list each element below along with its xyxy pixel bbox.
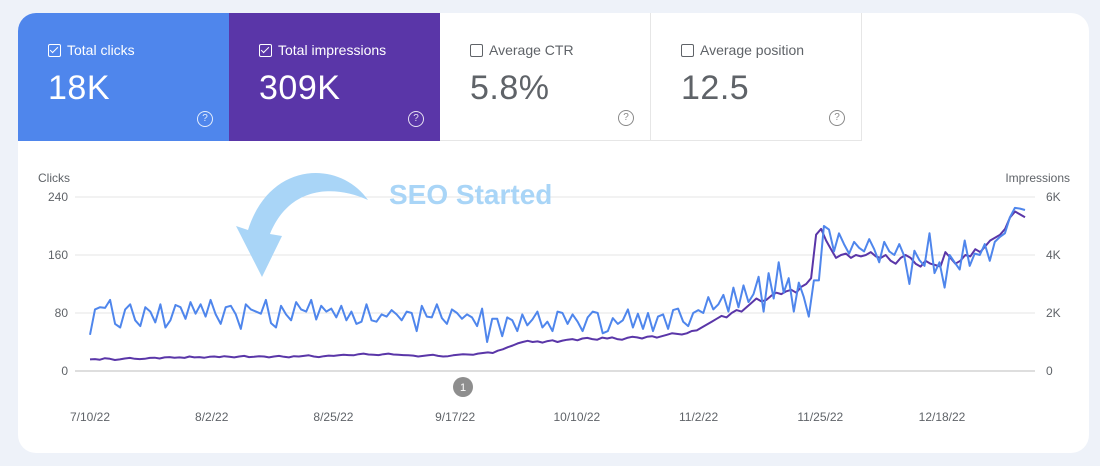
help-icon[interactable]: ? [829, 110, 845, 126]
metric-value: 309K [259, 69, 341, 107]
x-tick-label: 7/10/22 [70, 410, 110, 424]
metric-label: Average CTR [489, 42, 574, 58]
metric-tabs: Total clicks 18K ? Total impressions 309… [18, 13, 862, 141]
x-tick-label: 8/2/22 [195, 410, 229, 424]
left-tick-label: 80 [55, 306, 69, 320]
annotation-marker-label: 1 [460, 382, 466, 394]
metric-value: 12.5 [681, 69, 750, 107]
right-tick-label: 6K [1046, 190, 1061, 204]
right-tick-label: 0 [1046, 364, 1053, 378]
right-axis-title: Impressions [1005, 171, 1070, 185]
right-tick-label: 4K [1046, 248, 1061, 262]
x-tick-label: 10/10/22 [553, 410, 600, 424]
metric-value: 18K [48, 69, 110, 107]
left-axis-title: Clicks [38, 171, 70, 185]
help-icon[interactable]: ? [408, 111, 424, 127]
metric-average-position[interactable]: Average position 12.5 ? [651, 13, 862, 141]
help-icon[interactable]: ? [197, 111, 213, 127]
metric-value: 5.8% [470, 69, 550, 107]
series-line-clicks [89, 206, 1026, 343]
metric-total-clicks[interactable]: Total clicks 18K ? [18, 13, 229, 141]
checkbox-icon[interactable] [681, 43, 694, 57]
metric-label: Average position [700, 42, 805, 58]
left-tick-label: 240 [48, 190, 68, 204]
right-tick-label: 2K [1046, 306, 1061, 320]
x-tick-label: 11/2/22 [679, 410, 718, 424]
seo-started-label: SEO Started [389, 179, 552, 210]
x-tick-label: 12/18/22 [919, 410, 966, 424]
annotation-marker [453, 377, 473, 397]
performance-card: Total clicks 18K ? Total impressions 309… [18, 13, 1089, 453]
x-tick-label: 11/25/22 [797, 410, 843, 424]
metric-total-impressions[interactable]: Total impressions 309K ? [229, 13, 440, 141]
series-line-impressions [89, 210, 1026, 361]
metric-label: Total impressions [278, 42, 387, 58]
metric-average-ctr[interactable]: Average CTR 5.8% ? [440, 13, 651, 141]
left-tick-label: 0 [61, 364, 68, 378]
checkbox-icon[interactable] [470, 43, 483, 57]
x-tick-label: 8/25/22 [313, 410, 353, 424]
help-icon[interactable]: ? [618, 110, 634, 126]
x-tick-label: 9/17/22 [435, 410, 475, 424]
checkbox-icon[interactable] [48, 43, 61, 57]
curved-arrow-icon [236, 172, 368, 277]
metric-label: Total clicks [67, 42, 135, 58]
checkbox-icon[interactable] [259, 43, 272, 57]
left-tick-label: 160 [48, 248, 68, 262]
